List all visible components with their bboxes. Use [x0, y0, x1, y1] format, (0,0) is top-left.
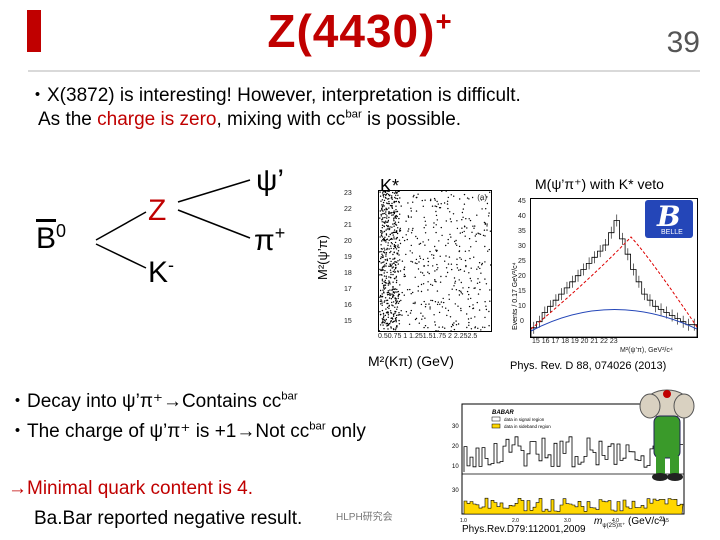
title-accent-bar	[27, 10, 41, 52]
svg-text:4.0: 4.0	[612, 518, 619, 524]
dalitz-scatter-plot: (a)	[378, 190, 492, 332]
slide-title: Z(4430)+	[0, 4, 720, 58]
babar-legend-signal: data in signal region	[504, 417, 545, 422]
svg-text:1.0: 1.0	[460, 518, 467, 524]
svg-text:30: 30	[452, 424, 459, 430]
svg-text:4.5: 4.5	[662, 518, 669, 524]
decay-diagram-lines	[95, 179, 251, 269]
svg-text:3.0: 3.0	[564, 518, 571, 524]
intro-text-c: is possible.	[361, 109, 462, 130]
svg-text:2.0: 2.0	[512, 518, 519, 524]
intro-ccbar-sup: bar	[345, 108, 362, 121]
intro-charge-zero: charge is zero	[97, 109, 217, 130]
intro-text-b: , mixing with cc	[216, 109, 346, 130]
k-minus-label: K-	[148, 255, 175, 289]
title-main: Z(4430)	[267, 5, 436, 57]
footer-meeting-tag: HLPH研究会	[336, 512, 393, 523]
z-particle-label: Z	[148, 194, 167, 227]
babar-negative-result: Ba.Bar reported negative result.	[34, 508, 303, 529]
scatter-panel-tag: (a)	[477, 193, 487, 202]
title-charge: +	[435, 5, 453, 37]
scatter-y-ticks: 23 22 21 20 19 18 17 16 15	[344, 190, 352, 325]
babar-plot: 30 20 10 30 BABAR data in signal region …	[452, 386, 702, 526]
svg-text:20: 20	[452, 444, 459, 450]
svg-text:30: 30	[452, 488, 459, 494]
babar-legend-sideband: data in sideband region	[504, 424, 551, 429]
babar-reference: Phys.Rev.D79:112001,2009	[462, 524, 586, 535]
decay-bullet: ・Decay into ψ’π⁺→Contains ccbar	[8, 390, 298, 412]
belle-reference: Phys. Rev. D 88, 074026 (2013)	[510, 360, 667, 372]
babar-plot-graphic: 30 20 10 30 BABAR data in signal region …	[452, 403, 685, 524]
slide-number: 39	[666, 26, 700, 59]
histogram-title: M(ψ’π⁺) with K* veto	[535, 176, 664, 192]
psi-prime-label: ψ’	[256, 164, 285, 197]
dalitz-scatter-points	[379, 191, 491, 331]
scatter-x-axis-label: M²(Kπ) (GeV)	[368, 353, 454, 369]
babar-legend-title: BABAR	[492, 410, 514, 416]
pi-plus-label: π+	[254, 223, 286, 257]
intro-line-2: As the charge is zero, mixing with ccbar…	[38, 108, 461, 132]
babar-elephant-mascot	[639, 389, 695, 481]
histogram-x-label: M²(ψ’π), GeV²/c⁴	[620, 347, 673, 354]
babar-x-label: mψ(2S)π⁺ (GeV/c²)	[594, 516, 666, 529]
charge-bullet: ・The charge of ψ’π⁺ is +1→Not ccbar only	[8, 420, 366, 442]
belle-logo: B BELLE	[645, 200, 693, 238]
svg-text:10: 10	[452, 464, 459, 470]
intro-line-1: ・X(3872) is interesting! However, interp…	[28, 85, 521, 106]
histogram-x-ticks: 15 16 17 18 19 20 21 22 23	[532, 338, 618, 345]
scatter-y-axis-label: M²(ψ’π)	[314, 235, 330, 280]
decay-diagram: B0 Z K- ψ’ π+	[28, 160, 338, 310]
minimal-quark-content: →Minimal quark content is 4.	[8, 478, 253, 499]
histogram-y-ticks: 45 40 35 30 25 20 15 10 0	[518, 198, 526, 325]
intro-text-a: As the	[38, 109, 98, 130]
belle-histogram-bars	[531, 214, 697, 337]
header-divider	[28, 70, 700, 72]
scatter-x-ticks: 0.50.75 1 1.251.51.75 2 2.252.5	[378, 333, 478, 340]
b0-meson-label: B0	[36, 221, 67, 255]
